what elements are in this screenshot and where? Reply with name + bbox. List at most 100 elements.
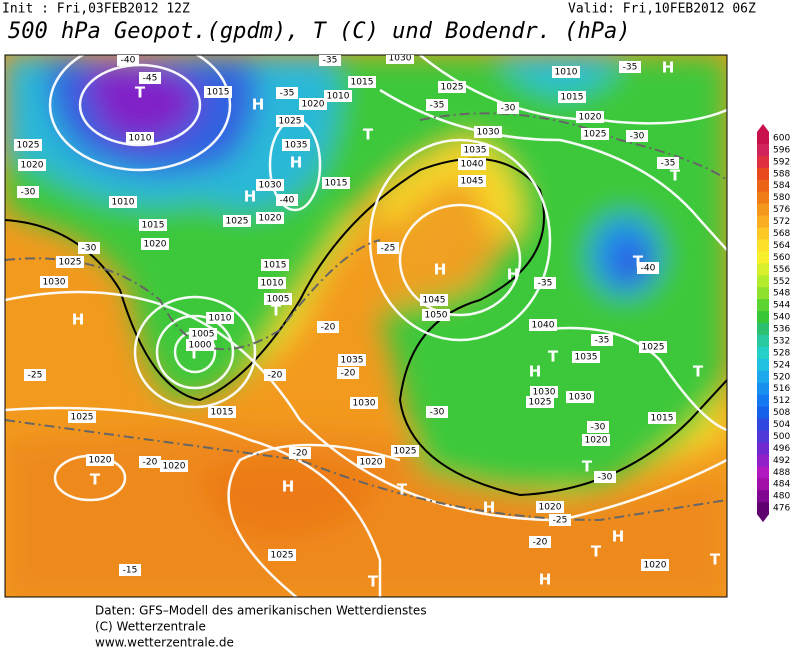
legend-swatch (757, 287, 769, 300)
contour-label: -20 (293, 449, 308, 459)
contour-label: 1010 (209, 314, 232, 324)
legend-swatch (757, 191, 769, 205)
label-box (458, 175, 486, 187)
legend-swatch (757, 394, 769, 408)
label-box (299, 98, 327, 110)
contour-label: 1025 (59, 258, 82, 268)
contour-label: 1030 (259, 181, 282, 191)
label-box (119, 564, 141, 576)
legend-label: 600 (773, 133, 790, 143)
legend-swatch (757, 203, 769, 217)
label-box (208, 406, 236, 418)
contour-label: 1015 (207, 88, 230, 98)
legend-label: 592 (773, 157, 790, 167)
contour-label: -40 (280, 196, 295, 206)
contour-label: -30 (430, 408, 445, 418)
legend-label: 540 (773, 313, 790, 323)
legend-label: 500 (773, 432, 790, 442)
footer-line: www.wetterzentrale.de (95, 636, 234, 648)
legend-swatch (757, 275, 769, 288)
label-box (189, 328, 217, 340)
contour-label: 1050 (425, 311, 448, 321)
legend-label: 584 (773, 181, 790, 191)
legend-label: 568 (773, 229, 790, 239)
legend-label: 492 (773, 456, 790, 466)
label-box (322, 177, 350, 189)
label-box (572, 351, 600, 363)
contour-label: 1030 (533, 388, 556, 398)
pressure-center: H (483, 499, 496, 517)
contour-label: -20 (268, 371, 283, 381)
pressure-center: T (670, 167, 681, 185)
legend-swatch (757, 454, 769, 467)
label-box (497, 102, 519, 114)
legend-swatch (757, 263, 769, 276)
label-box (276, 87, 298, 99)
label-box (264, 293, 292, 305)
label-box (160, 460, 188, 472)
valid-time: Valid: Fri,10FEB2012 06Z (568, 2, 756, 17)
legend-swatch (757, 323, 769, 336)
contour-label: 1015 (325, 179, 348, 189)
contour-label: 1025 (17, 141, 40, 151)
legend-swatch (757, 179, 769, 193)
label-box (338, 354, 366, 366)
contour-label: 1020 (302, 100, 325, 110)
legend-swatch (757, 155, 769, 169)
contour-label: 1020 (360, 458, 383, 468)
legend-swatch (757, 442, 769, 455)
label-box (357, 456, 385, 468)
contour-label: 1020 (21, 161, 44, 171)
contour-label: 1020 (644, 561, 667, 571)
pressure-center: T (633, 253, 644, 271)
pressure-center: H (252, 96, 265, 114)
pressure-center: H (662, 59, 675, 77)
contour-label: 1025 (529, 398, 552, 408)
label-box (139, 219, 167, 231)
contour-label: -25 (553, 516, 568, 526)
contour-label: 1015 (651, 414, 674, 424)
legend-label: 536 (773, 325, 790, 335)
label-box (261, 259, 289, 271)
pressure-center: H (529, 363, 542, 381)
pressure-center: T (548, 348, 559, 366)
label-box (549, 514, 571, 526)
label-box (474, 126, 502, 138)
label-box (18, 159, 46, 171)
label-box (141, 238, 169, 250)
contour-label: -30 (598, 473, 613, 483)
contour-label: 1035 (464, 146, 487, 156)
legend-label: 572 (773, 217, 790, 227)
contour-label: -30 (82, 244, 97, 254)
legend-swatch (757, 239, 769, 252)
contour-label: 1025 (279, 117, 302, 127)
pressure-center: T (693, 363, 704, 381)
legend-label: 504 (773, 420, 790, 430)
legend-swatch (757, 370, 769, 384)
legend-label: 524 (773, 360, 790, 370)
map-title: 500 hPa Geopot.(gpdm), T (C) und Bodendr… (8, 19, 631, 44)
label-box (258, 277, 286, 289)
label-box (68, 411, 96, 423)
contour-label: -20 (533, 538, 548, 548)
contour-label: -35 (430, 101, 445, 111)
label-box (350, 397, 378, 409)
label-box (386, 55, 414, 64)
label-box (526, 396, 554, 408)
legend-swatch (757, 334, 769, 348)
label-box (256, 179, 284, 191)
pressure-center: T (591, 543, 602, 561)
legend-label: 544 (773, 301, 790, 311)
label-box (420, 294, 448, 306)
legend-swatch (757, 406, 769, 420)
contour-label: -35 (323, 56, 338, 66)
legend-swatch (757, 299, 769, 312)
legend-swatch (757, 430, 769, 443)
label-box (289, 447, 311, 459)
legend-label: 512 (773, 396, 790, 406)
contour-label: 1010 (555, 68, 578, 78)
label-box (276, 115, 304, 127)
contour-label: 1030 (353, 399, 376, 409)
label-box (587, 421, 609, 433)
